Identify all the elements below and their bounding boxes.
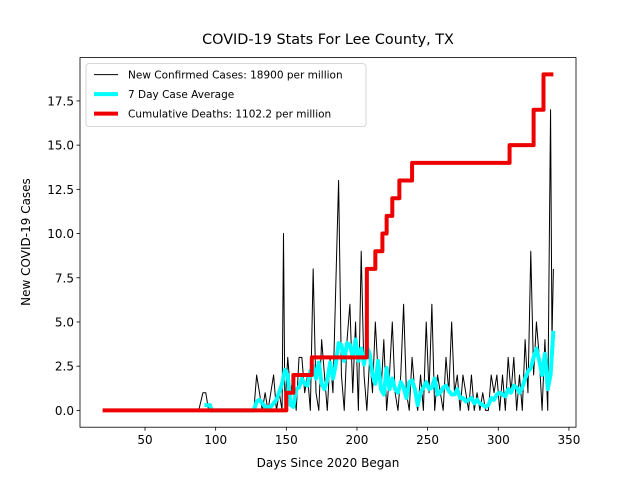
x-tick-label: 150 bbox=[275, 433, 298, 447]
legend-label: New Confirmed Cases: 18900 per million bbox=[128, 70, 343, 82]
y-tick-label: 17.5 bbox=[47, 94, 74, 108]
chart-title: COVID-19 Stats For Lee County, TX bbox=[202, 32, 454, 48]
plot-frame bbox=[79, 57, 577, 428]
series-line bbox=[204, 330, 556, 413]
x-tick-label: 300 bbox=[487, 433, 510, 447]
y-tick-label: 10.0 bbox=[47, 227, 74, 241]
y-axis-label: New COVID-19 Cases bbox=[19, 178, 33, 306]
series-line bbox=[102, 72, 554, 413]
y-tick-label: 2.5 bbox=[55, 360, 74, 374]
y-tick-label: 5.0 bbox=[55, 315, 74, 329]
x-tick-label: 100 bbox=[204, 433, 227, 447]
y-tick-label: 15.0 bbox=[47, 139, 74, 153]
x-tick-label: 250 bbox=[416, 433, 439, 447]
legend-label: 7 Day Case Average bbox=[128, 89, 234, 101]
x-tick-label: 200 bbox=[346, 433, 369, 447]
y-tick-label: 0.0 bbox=[55, 404, 74, 418]
y-tick-label: 12.5 bbox=[47, 183, 74, 197]
x-tick-label: 350 bbox=[557, 433, 580, 447]
legend-label: Cumulative Deaths: 1102.2 per million bbox=[128, 109, 331, 121]
y-tick-label: 7.5 bbox=[55, 271, 74, 285]
x-axis-label: Days Since 2020 Began bbox=[257, 456, 400, 470]
legend-box bbox=[85, 63, 367, 127]
x-tick-label: 50 bbox=[137, 433, 152, 447]
